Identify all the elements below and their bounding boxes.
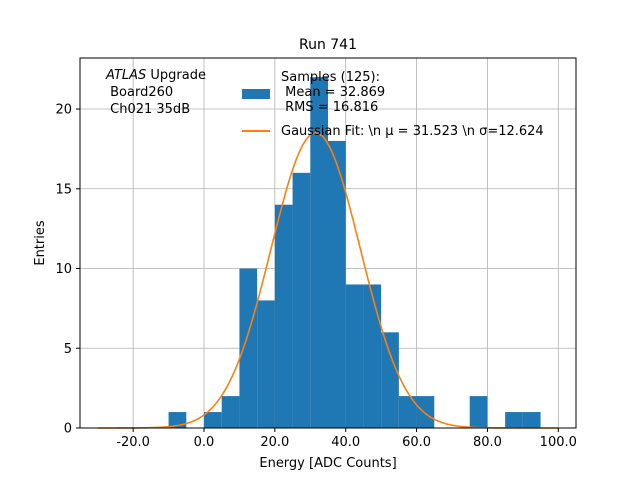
annotation-line-2: Board260 <box>106 85 173 100</box>
annotation-line-1: ATLAS Upgrade <box>105 68 206 83</box>
y-axis-label: Entries <box>33 220 48 266</box>
legend: Samples (125): Mean = 32.869 RMS = 16.81… <box>242 70 544 139</box>
legend-histogram-line-3: RMS = 16.816 <box>281 100 378 115</box>
y-tick-label-2: 10 <box>55 262 72 277</box>
x-tick-label-0: -20.0 <box>116 435 150 450</box>
x-tick-label-5: 80.0 <box>473 435 502 450</box>
histogram-bar-9 <box>328 140 346 428</box>
y-tick-label-0: 0 <box>64 422 72 437</box>
histogram-bar-10 <box>345 284 364 428</box>
legend-histogram-line-2: Mean = 32.869 <box>281 85 385 100</box>
y-tick-label-3: 15 <box>55 182 72 197</box>
histogram-bar-4 <box>239 268 258 428</box>
histogram-bar-7 <box>292 172 311 428</box>
x-tick-label-4: 60.0 <box>402 435 431 450</box>
annotation: ATLAS Upgrade Board260 Ch021 35dB <box>105 68 206 117</box>
histogram-bar-19 <box>505 412 523 428</box>
histogram-bar-8 <box>310 77 328 428</box>
histogram-bar-3 <box>221 396 240 428</box>
x-tick-label-1: 0.0 <box>194 435 215 450</box>
y-axis-ticks: 0 5 10 15 20 <box>55 103 80 437</box>
histogram-bar-2 <box>204 412 222 428</box>
histogram-bar-12 <box>381 332 399 428</box>
chart-title: Run 741 <box>299 37 357 53</box>
histogram-bar-6 <box>274 204 293 428</box>
annotation-line-3: Ch021 35dB <box>106 102 190 117</box>
histogram-bar-11 <box>363 284 382 428</box>
legend-fit-label: Gaussian Fit: \n μ = 31.523 \n σ=12.624 <box>281 124 544 139</box>
legend-histogram-line-1: Samples (125): <box>281 70 380 85</box>
histogram-bars <box>168 77 541 428</box>
histogram-bar-5 <box>257 300 275 428</box>
annotation-upgrade: Upgrade <box>146 68 206 83</box>
x-axis-ticks: -20.0 0.0 20.0 40.0 60.0 80.0 100.0 <box>116 428 577 450</box>
x-tick-label-2: 20.0 <box>260 435 289 450</box>
histogram-bar-13 <box>398 396 417 428</box>
y-tick-label-1: 5 <box>64 342 72 357</box>
x-axis-label: Energy [ADC Counts] <box>259 456 396 471</box>
x-tick-label-6: 100.0 <box>540 435 577 450</box>
histogram-bar-20 <box>522 412 541 428</box>
x-tick-label-3: 40.0 <box>331 435 360 450</box>
histogram-bar-14 <box>416 396 435 428</box>
y-tick-label-4: 20 <box>55 103 72 118</box>
legend-histogram-swatch <box>242 89 270 99</box>
histogram-bar-17 <box>469 396 488 428</box>
annotation-atlas: ATLAS <box>105 68 146 83</box>
plot-frame <box>79 57 577 429</box>
